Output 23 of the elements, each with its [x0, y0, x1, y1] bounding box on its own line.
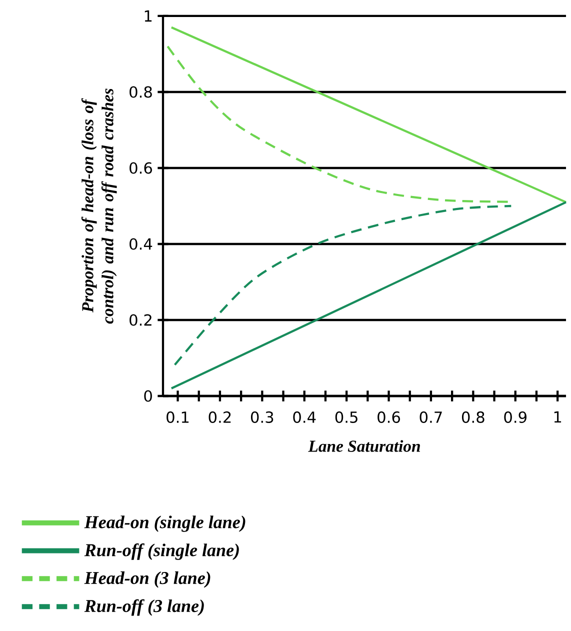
legend-label: Head-on (3 lane)	[84, 571, 210, 588]
legend-label: Run-off (3 lane)	[84, 599, 204, 616]
x-tick-label: 0.3	[250, 411, 274, 423]
x-tick-label: 0.2	[208, 411, 231, 423]
y-tick-label: 0.6	[130, 162, 152, 174]
x-tick-label: 0.6	[378, 411, 400, 423]
y-axis-title: Proportion of head-on (loss of control) and run off road crashes	[81, 88, 117, 324]
y-tick-label: 1	[144, 10, 152, 22]
x-tick-label: 0.4	[293, 411, 316, 423]
x-tick-label: 0.9	[504, 411, 526, 423]
y-tick-label: 0.2	[130, 314, 152, 326]
legend-label: Head-on (single lane)	[84, 516, 246, 532]
y-tick-label: 0.8	[130, 86, 152, 98]
legend-label: Run-off (single lane)	[84, 543, 239, 560]
x-tick-label: 1	[554, 411, 562, 423]
x-axis-title: Lane Saturation	[308, 440, 420, 452]
x-tick-label: 0.5	[335, 411, 358, 423]
y-tick-label: 0.4	[130, 238, 152, 250]
x-tick-label: 0.1	[166, 411, 189, 423]
x-tick-label: 0.8	[462, 411, 484, 423]
x-tick-label: 0.7	[420, 411, 442, 423]
y-tick-label: 0	[144, 390, 152, 402]
line-series	[174, 204, 512, 366]
